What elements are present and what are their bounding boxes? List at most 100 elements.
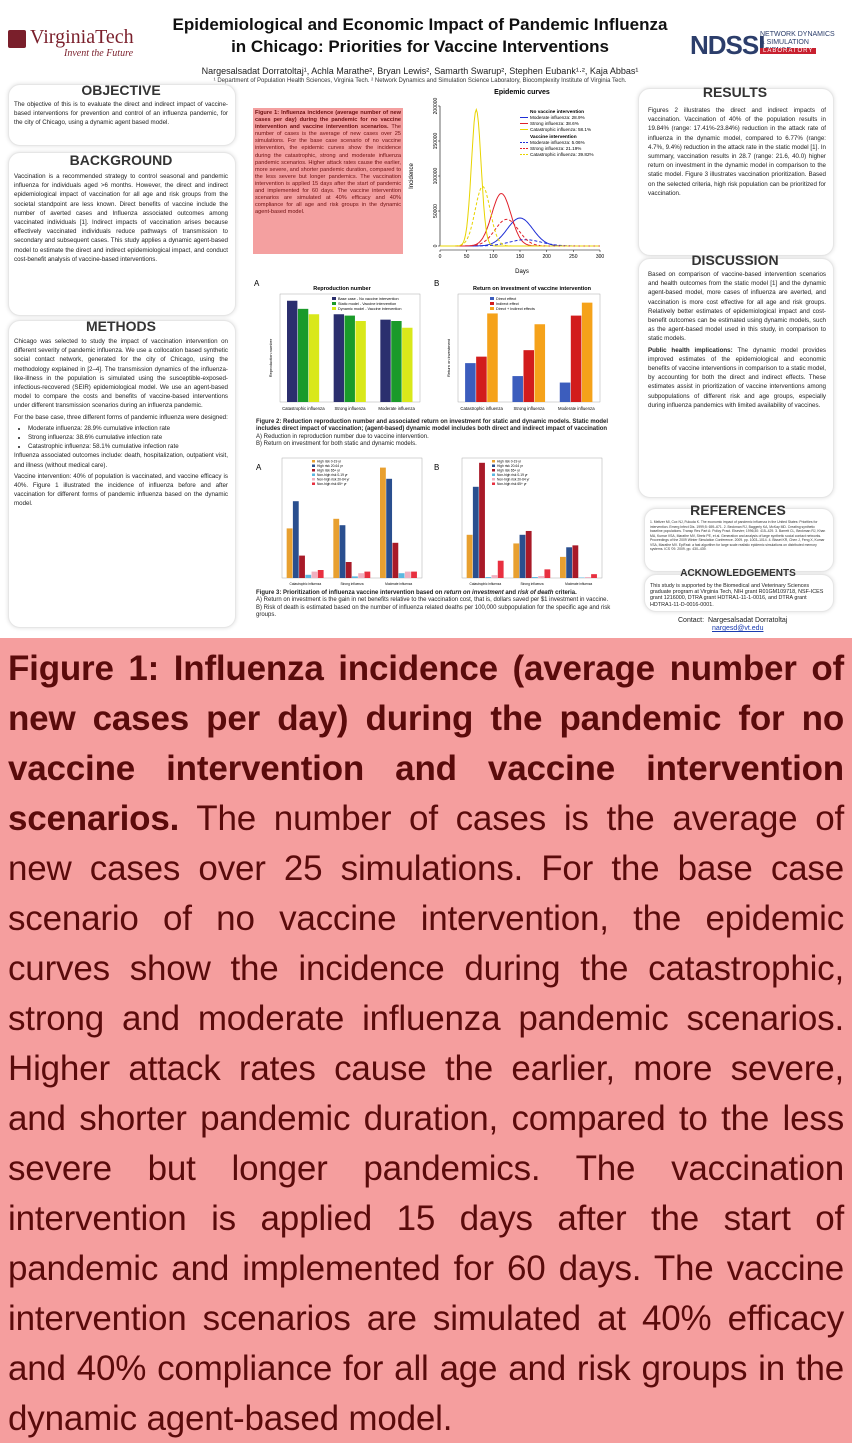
figure2a-legend-label: Base case - No vaccine intervention: [338, 297, 399, 301]
figure3b-bar: [473, 487, 479, 578]
figure3b-bar: [591, 574, 597, 578]
figure1-legend-label: Catastrophic influenza: 39.82%: [530, 152, 594, 157]
contact-name: Nargesalsadat Dorratoltaj: [708, 617, 787, 624]
methods-list: Moderate influenza: 28.9% cumulative inf…: [14, 424, 228, 452]
figure3b-legend-swatch: [492, 469, 495, 472]
methods-heading: METHODS: [8, 318, 234, 334]
figure1-x-tick-label: 150: [516, 254, 525, 260]
figure3-caption-risk: risk of death: [518, 590, 554, 596]
figure3-panel-b-label: B: [434, 463, 439, 472]
figure3b-legend-swatch: [492, 478, 495, 481]
contact-email-link[interactable]: nargesd@vt.edu: [712, 625, 763, 632]
figure2a-legend-swatch: [332, 297, 336, 300]
ndssl-logo: NDSSL NETWORK DYNAMICS & SIMULATION SCIE…: [690, 30, 835, 60]
references-heading: REFERENCES: [644, 502, 832, 518]
figure2a-bar: [298, 309, 308, 402]
figure2-caption-b: B) Return on investment for both static …: [256, 441, 417, 447]
figure3b-legend-swatch: [492, 483, 495, 486]
figure1-y-tick-label: 150000: [433, 132, 439, 149]
figure2a-bar: [380, 320, 390, 402]
figure3b-bar: [544, 569, 550, 578]
figure2-caption: Figure 2: Reduction reproduction number …: [256, 419, 616, 449]
figure2a-bar: [402, 328, 412, 402]
methods-p1: Chicago was selected to study the impact…: [14, 337, 228, 411]
figure3b-legend-label: High risk 65+ yr: [497, 469, 521, 473]
figure3a-category-label: Moderate influenza: [385, 582, 412, 586]
figure3-caption: Figure 3: Prioritization of influenza va…: [256, 590, 618, 620]
figure3b-bar: [492, 575, 498, 578]
figure1-x-tick-label: 250: [569, 254, 578, 260]
figure3a-bar: [405, 572, 411, 578]
figure3a-legend-label: Non-high risk 20-64 yr: [317, 478, 350, 482]
figure2a-bar: [345, 316, 355, 402]
figure3b-legend-label: Non-high risk 0-19 yr: [497, 473, 529, 477]
title-line-1: Epidemiological and Economic Impact of P…: [140, 14, 700, 36]
figure1-x-tick-label: 50: [464, 254, 470, 260]
figure3a-legend-label: High risk 0-19 yr: [317, 460, 342, 464]
figure3a-bar: [380, 468, 386, 578]
figure1-xlabel: Days: [515, 269, 529, 275]
figure3a-bar: [352, 576, 358, 578]
figure3b-bar: [526, 531, 532, 578]
figure1-legend-label: Strong influenza: 38.6%: [530, 121, 579, 126]
discussion-p2: Public health implications: The dynamic …: [648, 346, 826, 410]
figure2-title-b: Return on investment of vaccine interven…: [473, 286, 592, 292]
implications-label: Public health implications:: [648, 347, 733, 354]
methods-p2: For the base case, three different forms…: [14, 413, 228, 422]
figure1-x-tick-label: 300: [596, 254, 605, 260]
figure1-ylabel: Incidence: [409, 162, 415, 188]
figure3-panel-a-label: A: [256, 463, 262, 472]
figure1-epidemic-chart: Epidemic curves Incidence Days 050000100…: [405, 86, 605, 276]
figure3-caption-and: and: [505, 590, 516, 596]
figure3b-bar: [520, 535, 526, 578]
figure3a-bar: [312, 572, 318, 578]
figure2-caption-bold: Figure 2: Reduction reproduction number …: [256, 419, 608, 432]
figure2a-bar: [287, 301, 297, 402]
figure3-charts: A B Catastrophic influenza Strong influen…: [250, 452, 620, 590]
figure3a-legend-swatch: [312, 478, 315, 481]
methods-text: Chicago was selected to study the impact…: [14, 337, 228, 511]
figure3a-bar: [411, 572, 417, 578]
figure2a-bar: [309, 314, 319, 402]
figure3b-category-label: Catastrophic influenza: [470, 582, 502, 586]
figure3b-legend-label: High risk 0-19 yr: [497, 460, 522, 464]
figure1-x-tick-label: 0: [439, 254, 442, 260]
figure3b-category-label: Strong influenza: [520, 582, 543, 586]
figure3a-bar: [358, 573, 364, 578]
figure1-legend: No vaccine intervention Vaccine interven…: [520, 109, 594, 157]
objective-heading: OBJECTIVE: [8, 82, 234, 98]
figure3a-bar: [364, 572, 370, 578]
methods-p4: Vaccine intervention: 40% of population …: [14, 472, 228, 509]
figure2b-bar: [476, 357, 487, 402]
figure3b-legend-label: High risk 20-64 yr: [497, 464, 524, 468]
figure3a-category-label: Strong influenza: [340, 582, 363, 586]
figure3b-bar: [538, 576, 544, 578]
figure3-caption-end: criteria.: [555, 590, 577, 596]
figure2b-bar: [582, 303, 593, 402]
figure3a-bar: [293, 501, 299, 578]
figure3b-legend-swatch: [492, 465, 495, 468]
ndssl-logo-lab: LABORATORY: [760, 48, 816, 54]
figure2b-legend-swatch: [490, 307, 494, 310]
figure1-legend-label: Catastrophic influenza: 58.1%: [530, 127, 591, 132]
figure1-y-tick-label: 0: [433, 244, 439, 247]
figure3b-legend-label: Non-high risk 65+ yr: [497, 482, 527, 486]
objective-text: The objective of this is to evaluate the…: [14, 100, 228, 128]
figure3b-legend-label: Non-high risk 20-64 yr: [497, 478, 530, 482]
figure2b-category-label: Catastrophic influenza: [460, 406, 503, 411]
figure2a-bar: [334, 314, 344, 402]
zoomed-caption-rest: The number of cases is the average of ne…: [8, 799, 844, 1438]
figure2b-bar: [523, 350, 534, 402]
figure2b-legend-swatch: [490, 297, 494, 300]
figure2b-bar: [512, 376, 523, 402]
figure2b-legend-label: Direct effect: [496, 297, 517, 301]
figure2a-legend-label: Dynamic model - Vaccine intervention: [338, 307, 401, 311]
figure2-ylabel-a: Reproduction number: [268, 338, 273, 377]
figure1-caption-zoomed: Figure 1: Influenza incidence (average n…: [0, 638, 852, 1443]
figure2-panel-b-label: B: [434, 279, 439, 288]
methods-list-item: Catastrophic influenza: 58.1% cumulative…: [28, 442, 228, 451]
figure1-y-tick-label: 100000: [433, 167, 439, 184]
figure2b-bar: [571, 316, 582, 402]
discussion-heading: DISCUSSION: [638, 252, 832, 268]
